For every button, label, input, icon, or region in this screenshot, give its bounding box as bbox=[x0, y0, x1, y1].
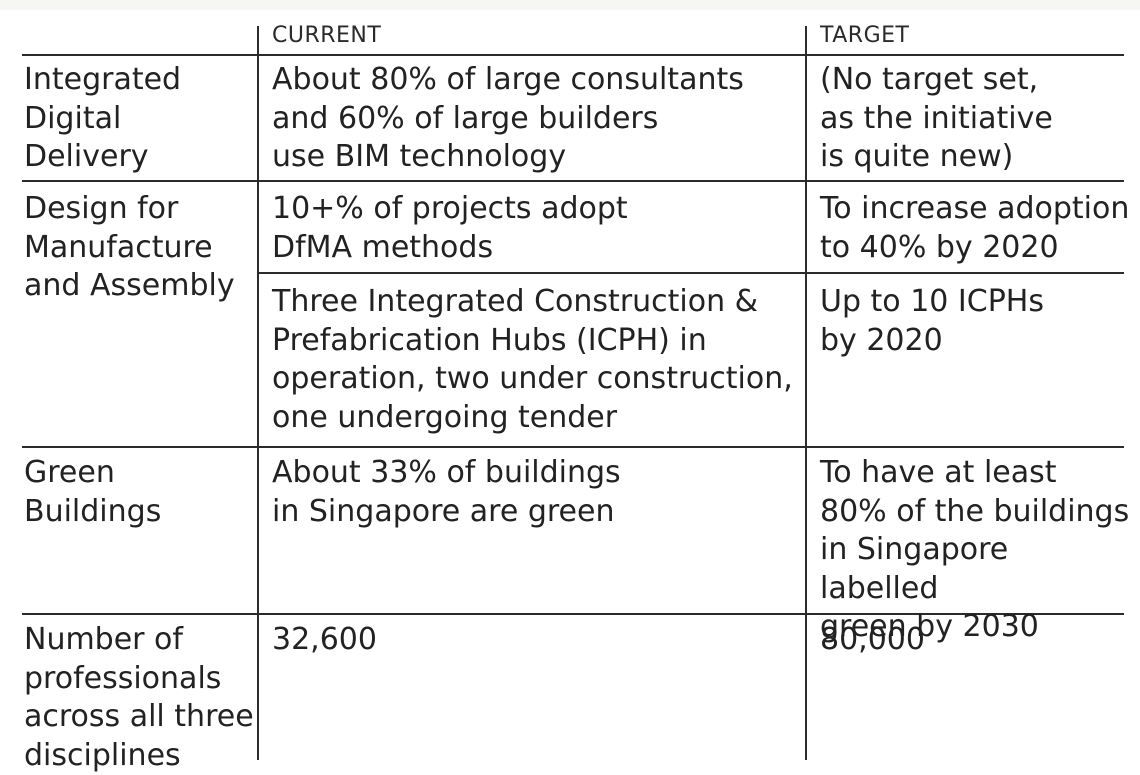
row-divider bbox=[22, 613, 1124, 615]
target-cell: (No target set, as the initiative is qui… bbox=[820, 62, 1053, 174]
header-divider bbox=[22, 54, 1124, 56]
row-divider bbox=[22, 180, 1124, 182]
header-current: CURRENT bbox=[272, 23, 382, 48]
current-cell: About 80% of large consultants and 60% o… bbox=[272, 62, 744, 174]
target-cell: To increase adoption to 40% by 2020 bbox=[820, 191, 1130, 265]
column-divider bbox=[257, 26, 259, 760]
column-divider bbox=[805, 26, 807, 760]
row-label: Green Buildings bbox=[24, 455, 162, 529]
header-target: TARGET bbox=[820, 23, 910, 48]
target-cell: 80,000 bbox=[820, 622, 925, 657]
row-divider bbox=[22, 446, 1124, 448]
row-label: Integrated Digital Delivery bbox=[24, 62, 182, 174]
current-cell: Three Integrated Construction & Prefabri… bbox=[272, 284, 793, 435]
target-cell: Up to 10 ICPHs by 2020 bbox=[820, 284, 1044, 358]
current-cell: 32,600 bbox=[272, 622, 377, 657]
current-cell: 10+% of projects adopt DfMA methods bbox=[272, 191, 628, 265]
row-label: Number of professionals across all three… bbox=[24, 622, 254, 773]
subrow-divider bbox=[258, 272, 1124, 274]
row-label: Design for Manufacture and Assembly bbox=[24, 191, 235, 303]
target-cell: To have at least 80% of the buildings in… bbox=[820, 455, 1130, 644]
top-strip bbox=[0, 0, 1140, 10]
current-cell: About 33% of buildings in Singapore are … bbox=[272, 455, 621, 529]
